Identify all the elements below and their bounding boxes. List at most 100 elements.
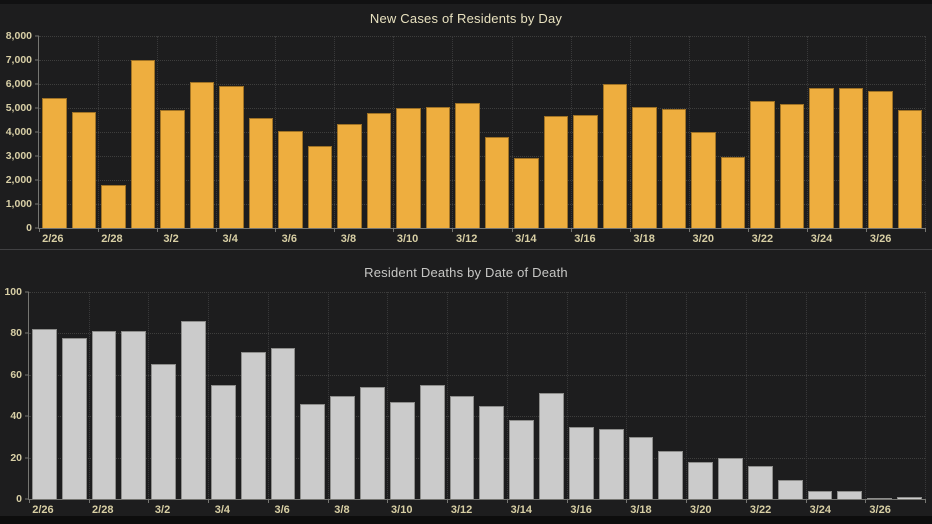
new-cases-plot-area: 8,000 7,000 6,000 5,000 4,000 3,000 2,000 1,000… xyxy=(6,30,926,234)
chart-divider-line xyxy=(0,249,932,250)
cases-bar xyxy=(573,115,598,228)
vertical-gridline xyxy=(865,292,867,499)
horizontal-gridline xyxy=(39,132,925,133)
x-axis-label: 3/20 xyxy=(690,504,712,516)
x-axis-label: 3/8 xyxy=(334,504,350,516)
deaths-bar xyxy=(598,428,624,499)
y-axis-label: 4,000 xyxy=(5,126,32,138)
vertical-gridline xyxy=(98,36,100,228)
vertical-gridline xyxy=(629,36,631,228)
vertical-gridline xyxy=(267,292,269,499)
vertical-gridline xyxy=(393,36,395,228)
y-axis-label: 0 xyxy=(26,222,32,234)
cases-bar xyxy=(42,98,67,228)
x-axis-tick xyxy=(29,499,30,503)
deaths-bar xyxy=(539,393,564,499)
y-axis-tick xyxy=(35,179,39,181)
deaths-bar xyxy=(330,395,356,499)
x-axis-label: 3/10 xyxy=(391,504,413,516)
vertical-gridline xyxy=(688,36,690,228)
deaths-bar xyxy=(151,364,177,499)
x-axis-tick xyxy=(88,499,90,503)
cases-bar xyxy=(396,108,421,228)
new-cases-chart: New Cases of Residents by Day 8,000 7,000… xyxy=(0,4,932,249)
deaths-bar xyxy=(121,331,147,499)
vertical-gridline xyxy=(747,36,749,228)
x-axis-label: 3/22 xyxy=(751,233,774,245)
x-axis-label: 3/22 xyxy=(749,504,772,516)
vertical-gridline xyxy=(745,292,747,499)
x-axis-tick xyxy=(747,228,749,232)
x-axis-tick xyxy=(865,499,867,503)
deaths-bar xyxy=(449,395,475,499)
deaths-bar xyxy=(32,329,57,499)
cases-bar xyxy=(130,60,155,228)
y-axis-label: 80 xyxy=(10,327,22,340)
y-axis-tick xyxy=(35,83,39,85)
x-axis-tick xyxy=(688,228,690,232)
x-axis-label: 3/6 xyxy=(274,504,290,516)
vertical-gridline xyxy=(88,292,90,499)
deaths-bar xyxy=(718,457,743,499)
cases-bar-series xyxy=(39,36,925,228)
cases-bar xyxy=(809,87,834,228)
vertical-gridline xyxy=(925,36,926,228)
x-axis-tick xyxy=(393,228,395,232)
deaths-bar xyxy=(479,405,505,499)
cases-bar xyxy=(779,104,804,228)
cases-bar xyxy=(632,106,657,228)
y-axis-label: 5,000 xyxy=(5,102,32,114)
x-axis-label: 3/26 xyxy=(869,504,891,516)
y-axis-label: 0 xyxy=(16,493,22,505)
vertical-gridline xyxy=(216,36,218,228)
y-axis-label: 8,000 xyxy=(5,30,32,42)
y-axis-tick xyxy=(35,227,39,229)
x-axis-label: 3/6 xyxy=(281,233,297,245)
cases-bar xyxy=(455,103,480,228)
x-axis-label: 3/24 xyxy=(810,233,833,245)
horizontal-gridline xyxy=(29,333,925,335)
x-axis-tick xyxy=(806,228,808,232)
deaths-bar-series xyxy=(29,292,925,499)
y-axis-tick xyxy=(35,131,39,133)
x-axis-tick xyxy=(216,228,218,232)
x-axis-label: 3/14 xyxy=(510,504,533,516)
vertical-gridline xyxy=(806,36,808,228)
cases-bar xyxy=(691,132,716,228)
vertical-gridline xyxy=(506,292,508,499)
deaths-bar xyxy=(270,347,296,499)
vertical-gridline xyxy=(626,292,628,499)
x-axis-tick xyxy=(334,228,336,232)
x-axis-tick xyxy=(267,499,269,503)
x-axis-tick xyxy=(805,499,807,503)
x-axis-tick xyxy=(865,228,867,232)
vertical-gridline xyxy=(327,292,329,499)
deaths-bar xyxy=(389,401,415,499)
vertical-gridline xyxy=(570,36,572,228)
x-axis-tick xyxy=(626,499,628,503)
x-axis-tick xyxy=(686,499,688,503)
deaths-bar xyxy=(688,461,714,499)
cases-bar xyxy=(425,106,450,228)
horizontal-gridline xyxy=(39,60,925,61)
y-axis-label: 100 xyxy=(4,286,22,298)
y-axis-label: 40 xyxy=(10,410,22,423)
vertical-gridline xyxy=(686,292,688,499)
cases-bar xyxy=(278,130,303,228)
resident-deaths-chart-title: Resident Deaths by Date of Death xyxy=(364,265,568,280)
y-axis-tick xyxy=(35,203,39,205)
y-axis-label: 2,000 xyxy=(5,174,32,186)
cases-bar xyxy=(897,110,922,228)
cases-bar xyxy=(720,157,745,228)
deaths-bar xyxy=(509,420,535,499)
deaths-bar xyxy=(897,496,922,499)
x-axis-tick xyxy=(327,499,329,503)
vertical-gridline xyxy=(157,36,159,228)
y-axis-tick xyxy=(25,374,29,376)
cases-bar xyxy=(838,87,863,228)
vertical-gridline xyxy=(387,292,389,499)
horizontal-gridline xyxy=(29,416,925,418)
new-cases-chart-title: New Cases of Residents by Day xyxy=(369,11,563,26)
horizontal-gridline xyxy=(29,292,925,293)
deaths-bar xyxy=(747,465,773,499)
